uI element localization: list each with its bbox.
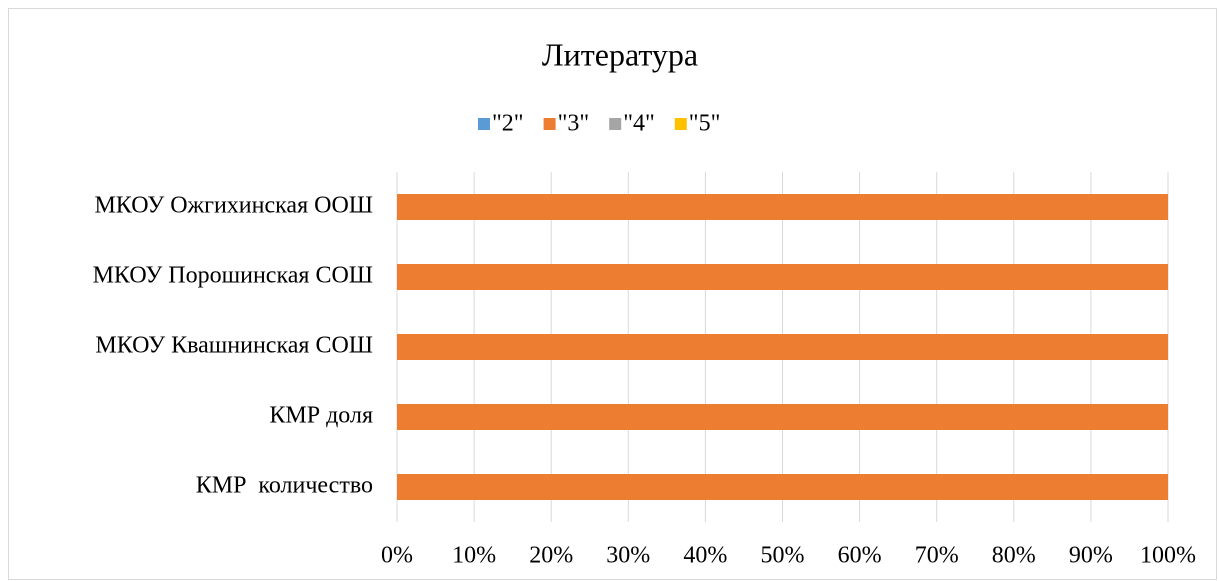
legend-label: "3" <box>558 111 590 137</box>
x-tick-label: 30% <box>606 543 650 569</box>
y-tick-label: МКОУ Ожгихинская ООШ <box>94 193 373 219</box>
legend-swatch <box>674 118 687 130</box>
y-tick-label: КМР количество <box>196 473 373 499</box>
x-tick-label: 90% <box>1069 543 1113 569</box>
legend-label: "2" <box>492 111 524 137</box>
x-tick-label: 10% <box>452 543 496 569</box>
x-tick-label: 40% <box>683 543 727 569</box>
x-tick-label: 0% <box>381 543 413 569</box>
legend-label: "4" <box>623 111 655 137</box>
x-tick-label: 80% <box>992 543 1036 569</box>
legend-swatch <box>478 118 490 130</box>
y-tick-label: МКОУ Порошинская СОШ <box>93 263 373 289</box>
y-tick-label: КМР доля <box>269 403 373 429</box>
bar-segment <box>397 334 1168 360</box>
legend-label: "5" <box>689 111 721 137</box>
x-tick-label: 70% <box>915 543 959 569</box>
chart-title: Литература <box>542 36 698 72</box>
legend-swatch <box>543 118 556 130</box>
legend-swatch <box>609 118 622 130</box>
bar-segment <box>397 474 1168 500</box>
y-tick-label: МКОУ Квашнинская СОШ <box>95 333 373 359</box>
x-tick-label: 20% <box>529 543 573 569</box>
x-tick-label: 60% <box>838 543 882 569</box>
bar-segment <box>397 404 1168 430</box>
bar-segment <box>397 264 1168 290</box>
bar-segment <box>397 194 1168 220</box>
x-tick-label: 100% <box>1140 543 1196 569</box>
x-tick-label: 50% <box>761 543 805 569</box>
